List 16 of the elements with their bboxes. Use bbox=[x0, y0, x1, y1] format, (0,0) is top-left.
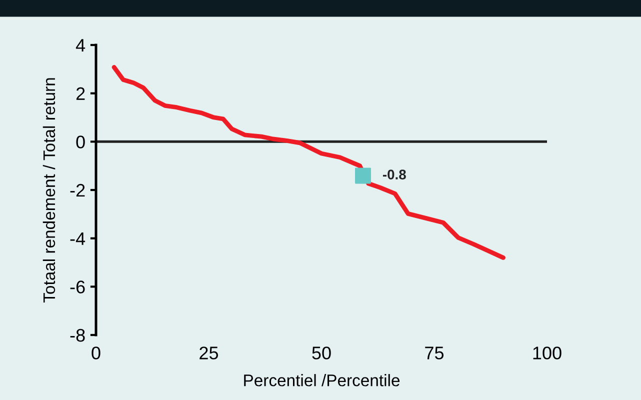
x-tick-label: 50 bbox=[312, 346, 331, 360]
x-tick-label: 100 bbox=[533, 346, 562, 360]
y-tick-label: -6 bbox=[70, 280, 85, 294]
x-tick-label: 25 bbox=[200, 346, 218, 360]
x-tick-label: 0 bbox=[92, 346, 100, 360]
x-tick-label: 75 bbox=[425, 346, 444, 360]
y-tick-label: 0 bbox=[76, 136, 85, 148]
x-axis-title: Percentiel /Percentile bbox=[244, 374, 400, 386]
y-tick-label: -2 bbox=[70, 184, 85, 197]
y-tick-label: 4 bbox=[76, 39, 86, 52]
y-tick-label: 2 bbox=[76, 87, 85, 100]
y-axis-title: Totaal rendement / Total return bbox=[42, 78, 56, 302]
annotation: -0.8 bbox=[382, 170, 406, 180]
y-tick-label: -4 bbox=[70, 232, 86, 245]
y-tick-label: -8 bbox=[70, 328, 85, 342]
line-series bbox=[112, 65, 506, 260]
